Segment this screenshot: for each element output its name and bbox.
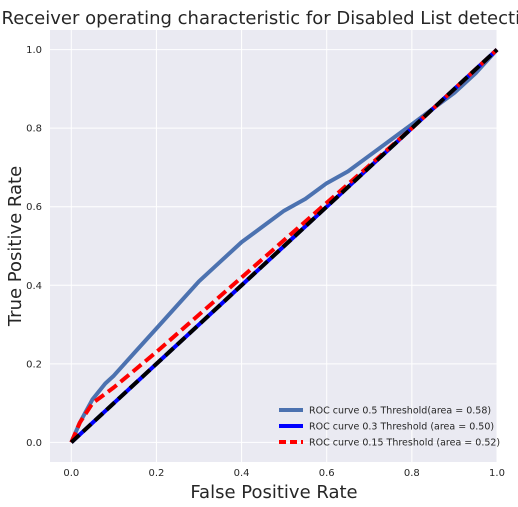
x-tick-label: 0.2 bbox=[148, 468, 164, 479]
y-axis-label: True Positive Rate bbox=[5, 166, 26, 327]
x-tick-label: 1.0 bbox=[489, 468, 505, 479]
x-axis-label: False Positive Rate bbox=[190, 482, 357, 503]
y-tick-label: 0.8 bbox=[26, 124, 42, 135]
tick-labels: 0.0 0.2 0.4 0.6 0.8 1.0 0.0 0.2 0.4 0.6 0.8 1.0 bbox=[26, 45, 505, 479]
y-tick-label: 0.6 bbox=[26, 202, 42, 213]
y-tick-label: 1.0 bbox=[26, 45, 42, 56]
x-tick-label: 0.8 bbox=[404, 468, 420, 479]
series-line-3 bbox=[69, 48, 499, 444]
legend-label: ROC curve 0.5 Threshold(area = 0.58) bbox=[309, 406, 491, 417]
y-tick-label: 0.0 bbox=[26, 438, 42, 449]
legend: ROC curve 0.5 Threshold(area = 0.58) ROC … bbox=[279, 406, 500, 449]
series-layer bbox=[69, 48, 499, 444]
y-tick-label: 0.2 bbox=[26, 359, 42, 370]
y-tick-label: 0.4 bbox=[26, 281, 42, 292]
x-tick-label: 0.4 bbox=[234, 468, 250, 479]
legend-label: ROC curve 0.3 Threshold (area = 0.50) bbox=[309, 422, 494, 433]
grid-lines bbox=[50, 30, 498, 462]
x-tick-label: 0.6 bbox=[319, 468, 335, 479]
chart-title: Receiver operating characteristic for Di… bbox=[2, 8, 518, 29]
x-tick-label: 0.0 bbox=[63, 468, 79, 479]
plot-area bbox=[50, 30, 497, 462]
legend-label: ROC curve 0.15 Threshold (area = 0.52) bbox=[309, 438, 500, 449]
